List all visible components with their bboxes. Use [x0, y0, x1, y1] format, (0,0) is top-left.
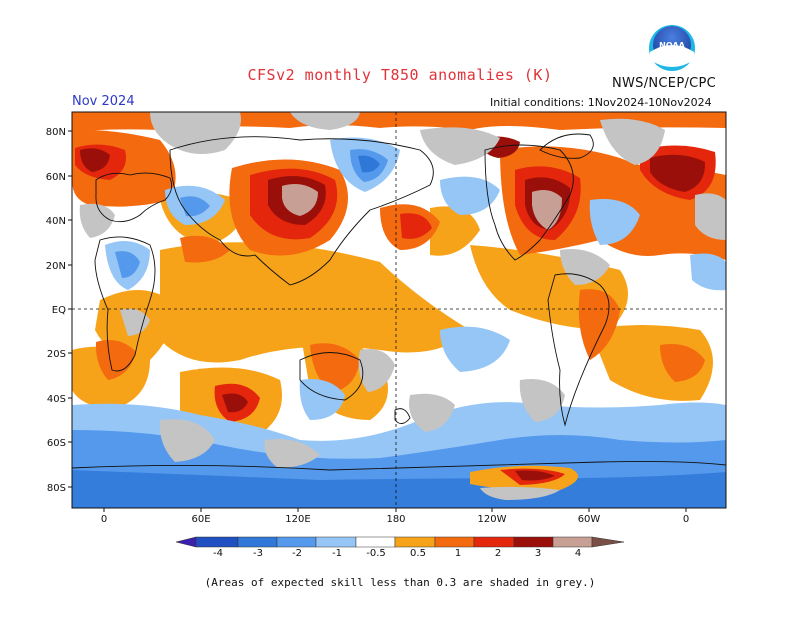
colorbar-swatch — [195, 536, 239, 548]
initial-conditions: Initial conditions: 1Nov2024-10Nov2024 — [490, 96, 712, 109]
colorbar-swatch — [315, 536, 357, 548]
colorbar-label: 1 — [455, 548, 461, 559]
lat-axis: 80N 60N 40N 20N EQ 20S 40S 60S 80S — [46, 127, 72, 494]
map-frame — [71, 111, 727, 509]
lon-tick-label: 120E — [285, 514, 310, 525]
colorbar-swatch — [175, 536, 197, 548]
colorbar-swatch — [434, 536, 475, 548]
coastlines — [72, 133, 726, 471]
lon-tick-label: 0 — [683, 514, 689, 525]
skill-note: (Areas of expected skill less than 0.3 a… — [204, 576, 596, 589]
colorbar-swatch — [355, 536, 396, 548]
colorbar-label: -3 — [253, 548, 263, 559]
colorbar: -4 -3 -2 -1 -0.5 0.5 1 2 3 4 — [175, 536, 625, 559]
lat-tick-label: 60N — [46, 172, 66, 183]
lat-tick-label: 40S — [47, 394, 66, 405]
lat-tick-label: EQ — [52, 305, 66, 316]
lat-tick-label: 80S — [47, 483, 66, 494]
colorbar-label: -0.5 — [366, 548, 386, 559]
lon-tick-label: 0 — [101, 514, 107, 525]
colorbar-swatch — [591, 536, 625, 548]
colorbar-swatch — [394, 536, 436, 548]
lat-tick-label: 40N — [46, 216, 66, 227]
lon-tick-label: 60W — [578, 514, 601, 525]
lon-tick-label: 60E — [191, 514, 210, 525]
colorbar-swatch — [473, 536, 515, 548]
lat-tick-label: 80N — [46, 127, 66, 138]
map-title: CFSv2 monthly T850 anomalies (K) — [247, 66, 553, 84]
lon-tick-label: 120W — [478, 514, 507, 525]
lon-tick-label: 180 — [386, 514, 405, 525]
forecast-month: Nov 2024 — [72, 94, 135, 109]
lat-tick-label: 20S — [47, 349, 66, 360]
colorbar-label: 2 — [495, 548, 501, 559]
colorbar-label: -1 — [332, 548, 342, 559]
colorbar-label: 3 — [535, 548, 541, 559]
colorbar-label: 0.5 — [410, 548, 426, 559]
colorbar-label: 4 — [575, 548, 581, 559]
colorbar-swatch — [237, 536, 278, 548]
lon-axis: 0 60E 120E 180 120W 60W 0 — [101, 508, 689, 525]
colorbar-label: -4 — [213, 548, 223, 559]
colorbar-label: -2 — [292, 548, 302, 559]
logo-text: NOAA — [659, 41, 685, 50]
anomaly-map — [72, 112, 726, 508]
colorbar-swatch — [552, 536, 593, 548]
lat-tick-label: 20N — [46, 261, 66, 272]
noaa-logo: NOAA — [649, 25, 695, 71]
lat-tick-label: 60S — [47, 438, 66, 449]
agency-label: NWS/NCEP/CPC — [612, 76, 717, 91]
colorbar-swatch — [276, 536, 317, 548]
colorbar-swatch — [513, 536, 554, 548]
